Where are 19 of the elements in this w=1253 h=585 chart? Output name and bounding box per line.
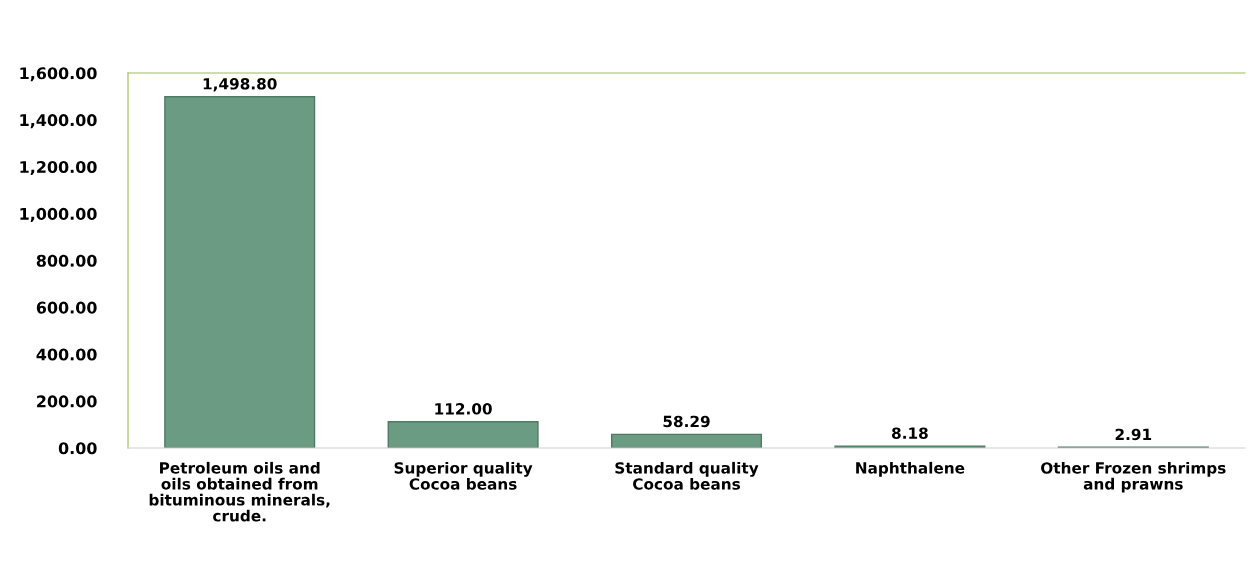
x-tick-label: Superior quality Cocoa beans [394,461,533,490]
data-label: 1,498.80 [203,78,277,92]
y-tick-label: 1,000.00 [20,207,97,222]
x-tick-label: Naphthalene [856,461,965,477]
y-tick-label: 1,400.00 [20,114,97,129]
data-label: 8.18 [891,427,928,439]
y-tick-label: 1,200.00 [20,160,97,176]
y-tick-label: 800.00 [36,254,97,267]
y-tick-label: 200.00 [37,395,97,408]
y-tick-label: 400.00 [36,348,97,361]
data-label: 112.00 [435,403,492,415]
x-tick-label: Other Frozen shrimps and prawns [1041,461,1226,493]
y-tick-label: 1,600.00 [20,67,97,82]
x-tick-label: Petroleum oils and oils obtained from bituminous minerals, crude. [149,461,330,522]
data-label: 58.29 [663,415,710,428]
data-label: 2.91 [1115,428,1152,441]
y-tick-label: 600.00 [36,301,97,314]
x-tick-label: Standard quality Cocoa beans [615,461,759,490]
y-tick-label: 0.00 [58,442,97,455]
